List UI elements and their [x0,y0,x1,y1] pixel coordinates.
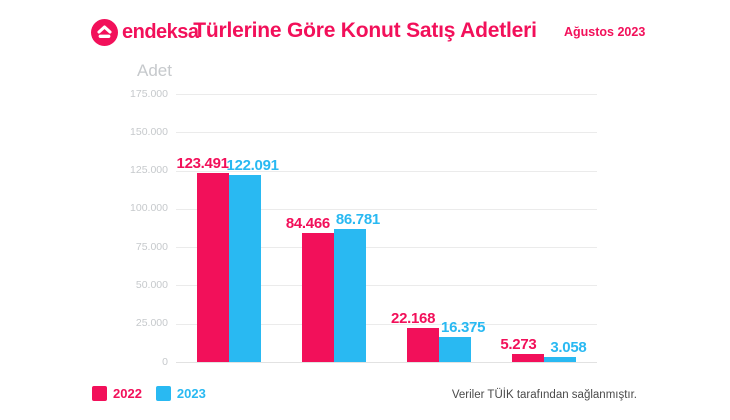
legend-label-2023: 2023 [176,386,206,401]
endeksa-logo: endeksa [91,19,199,46]
y-axis-label: Adet [137,61,172,80]
gridline [176,208,597,210]
endeksa-home-icon [91,19,118,46]
chart-title: Türlerine Göre Konut Satış Adetleri [193,19,537,42]
bar-value-label: 122.091 [226,157,279,174]
bar-2022-group1 [196,172,229,362]
y-tick-label: 175.000 [130,87,168,100]
bar-value-label: 3.058 [550,339,587,357]
bar-value-label: 84.466 [285,214,330,232]
bar-value-label: 16.375 [441,318,486,336]
y-tick-label: 0 [162,355,168,368]
gridline [176,362,597,363]
bar-value-label: 5.273 [500,335,537,353]
bar-2023-group1 [228,175,261,362]
legend-swatch-2022 [92,386,107,401]
legend-label-2022: 2022 [113,386,142,401]
endeksa-logo-text: endeksa [122,21,199,43]
bar-2023-group4 [544,357,577,362]
gridline [176,247,597,249]
bar-value-label: 86.781 [335,211,380,229]
bar-2022-group2 [301,232,334,362]
gridline [176,94,597,95]
y-tick-label: 150.000 [130,125,168,138]
legend: 2022 2023 [92,386,220,401]
source-note: Veriler TÜİK tarafından sağlanmıştır. [451,389,637,401]
bar-value-label: 123.491 [176,154,229,172]
gridline [176,170,597,172]
legend-item-2022: 2022 [92,386,142,401]
bar-value-label: 22.168 [391,310,436,328]
y-tick-label: 75.000 [135,240,168,253]
bar-2022-group3 [407,328,440,362]
gridline [176,132,597,134]
report-date: Ağustos 2023 [564,25,646,39]
gridline [176,323,597,325]
y-tick-label: 25.000 [135,317,168,330]
y-tick-label: 125.000 [130,164,168,177]
bar-2022-group4 [512,353,545,362]
bar-2023-group2 [333,229,366,362]
gridline [176,285,597,287]
y-tick-label: 50.000 [135,278,168,291]
y-tick-label: 100.000 [130,202,168,215]
bar-2023-group3 [439,336,472,362]
legend-swatch-2023 [155,386,171,401]
legend-item-2023: 2023 [155,386,206,401]
